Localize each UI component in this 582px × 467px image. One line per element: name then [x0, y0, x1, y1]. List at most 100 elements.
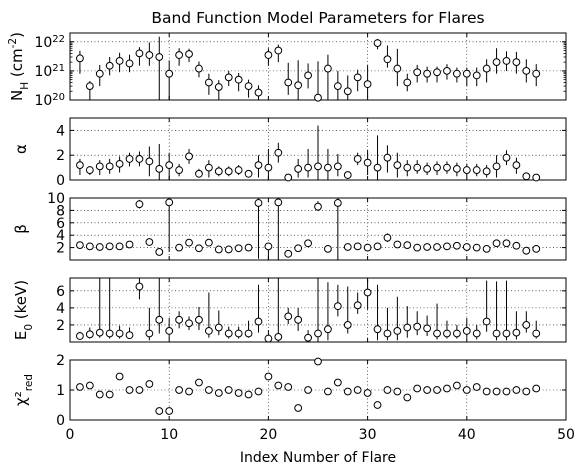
chi2red-data-point: [443, 384, 451, 393]
chi2red-data-point: [452, 381, 461, 390]
e0-y-axis-label: E0 (keV): [12, 280, 35, 340]
nh-data-point: [472, 71, 481, 80]
x-tick-label: 40: [458, 427, 476, 443]
beta-data-point: [343, 243, 352, 251]
chi2red-data-point: [383, 386, 392, 394]
beta-data-point: [482, 244, 491, 253]
beta-y-axis-label: β: [12, 224, 30, 234]
beta-data-point: [413, 243, 422, 252]
e0-data-point: [393, 327, 402, 335]
alpha-data-point: [482, 167, 491, 176]
nh-data-point: [115, 57, 124, 65]
beta-data-point: [95, 243, 104, 251]
chi2red-data-point: [462, 386, 471, 394]
chi2red-y-tick-label: 2: [56, 353, 65, 369]
nh-data-point: [214, 83, 223, 91]
chi2red-data-point: [234, 389, 243, 397]
beta-data-point: [433, 243, 441, 251]
nh-data-point: [204, 78, 213, 87]
nh-data-point: [512, 58, 521, 67]
alpha-y-axis-label: α: [12, 144, 30, 154]
alpha-data-point: [125, 155, 134, 163]
e0-data-point: [333, 302, 342, 311]
e0-data-point: [413, 322, 422, 331]
chi2red-data-point: [284, 383, 293, 391]
nh-y-tick-label: 1020: [34, 92, 65, 110]
nh-data-point: [433, 68, 441, 77]
nh-data-point: [413, 68, 422, 77]
e0-data-point: [502, 329, 511, 338]
alpha-data-point: [492, 162, 501, 171]
alpha-data-point: [294, 164, 303, 173]
alpha-data-point: [264, 163, 273, 172]
beta-data-point: [452, 241, 461, 250]
alpha-data-point: [234, 166, 243, 174]
chi2red-data-point: [512, 386, 521, 394]
e0-y-tick-label: 6: [56, 284, 65, 300]
beta-data-point: [373, 242, 382, 251]
beta-data-point: [105, 242, 114, 251]
alpha-data-point: [105, 162, 114, 171]
e0-data-point: [175, 315, 184, 324]
chi2red-data-point: [363, 389, 372, 397]
alpha-data-point: [185, 152, 193, 161]
chi2red-data-point: [145, 380, 154, 388]
beta-data-point: [512, 241, 521, 250]
x-tick-label: 20: [259, 427, 277, 443]
e0-data-point: [452, 329, 461, 338]
alpha-y-tick-label: 2: [56, 148, 65, 164]
beta-data-point: [264, 242, 273, 251]
beta-data-point: [443, 242, 451, 251]
beta-data-point: [294, 244, 303, 253]
alpha-data-point: [522, 172, 531, 181]
nh-data-point: [224, 73, 233, 82]
nh-data-point: [363, 80, 372, 89]
e0-data-point: [532, 329, 541, 338]
e0-data-point: [433, 329, 441, 338]
alpha-data-point: [115, 159, 124, 168]
alpha-data-point: [433, 163, 441, 172]
chi2red-data-point: [522, 387, 531, 396]
e0-data-point: [373, 325, 382, 334]
beta-data-point: [76, 241, 84, 250]
beta-data-point: [125, 240, 134, 249]
e0-data-point: [492, 329, 501, 338]
chi2red-data-point: [175, 386, 184, 394]
e0-data-point: [195, 315, 203, 324]
x-tick-label: 10: [160, 427, 178, 443]
nh-data-point: [135, 49, 144, 58]
e0-data-point: [155, 315, 164, 324]
beta-y-tick-label: 10: [47, 191, 65, 207]
e0-data-point: [353, 301, 362, 310]
chi2red-data-point: [244, 390, 253, 399]
nh-data-point: [304, 71, 312, 80]
chi2red-data-point: [433, 386, 441, 394]
e0-data-point: [85, 330, 94, 339]
chi2red-data-point: [135, 386, 144, 394]
beta-data-point: [175, 243, 184, 252]
beta-data-point: [85, 242, 94, 251]
chi2red-data-point: [185, 387, 193, 396]
nh-data-point: [343, 87, 352, 96]
alpha-data-point: [472, 166, 481, 174]
x-tick-label: 50: [557, 427, 575, 443]
alpha-data-point: [413, 163, 422, 172]
chi2red-data-point: [76, 383, 84, 391]
e0-y-tick-label: 2: [56, 318, 65, 334]
beta-data-point: [304, 239, 312, 248]
beta-data-point: [145, 238, 154, 246]
e0-data-point: [403, 323, 412, 332]
beta-data-point: [363, 243, 372, 252]
nh-data-point: [195, 64, 203, 73]
alpha-data-point: [204, 163, 213, 172]
chi2red-data-point: [423, 386, 432, 394]
nh-data-point: [383, 55, 392, 64]
alpha-data-point: [314, 162, 322, 171]
nh-data-point: [155, 53, 164, 61]
e0-data-point: [512, 328, 521, 337]
e0-data-point: [204, 327, 213, 335]
e0-data-point: [145, 329, 154, 338]
beta-data-point: [165, 198, 174, 207]
alpha-data-point: [383, 153, 392, 162]
alpha-data-point: [85, 166, 94, 174]
